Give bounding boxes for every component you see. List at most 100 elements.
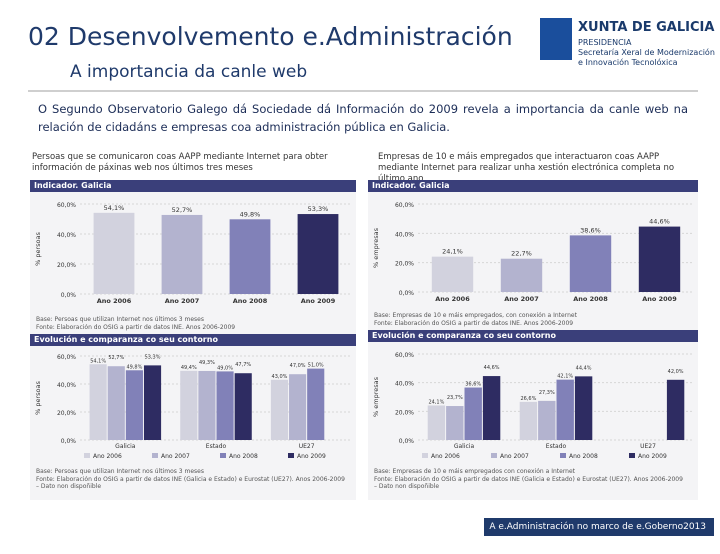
y-tick-label: 60,0% xyxy=(395,352,414,359)
data-label: 23,7% xyxy=(447,395,463,401)
legend-swatch xyxy=(288,453,294,458)
legend-label: Ano 2007 xyxy=(161,453,190,460)
x-tick-label: Ano 2009 xyxy=(301,297,336,305)
data-label: 47,0% xyxy=(290,363,306,369)
left-note-top: Base: Persoas que utilizan Internet nos … xyxy=(36,316,236,331)
header-divider xyxy=(28,90,698,92)
logo-title: XUNTA DE GALICIA xyxy=(578,20,715,35)
data-label: 49,8% xyxy=(126,364,142,370)
legend-swatch xyxy=(422,453,428,458)
x-tick-label: UE27 xyxy=(640,443,656,450)
left-note-bottom: Base: Persoas que utilizan Internet nos … xyxy=(36,468,345,490)
data-label: 27,3% xyxy=(539,390,555,396)
x-tick-label: Ano 2006 xyxy=(97,297,132,305)
y-axis-label: % empresas xyxy=(372,227,380,268)
bar xyxy=(538,400,556,440)
data-label: 42,0% xyxy=(668,369,684,375)
logo-line-3: e Innovación Tecnolóxica xyxy=(578,58,678,67)
bar xyxy=(143,365,162,440)
data-label: 24,1% xyxy=(428,399,444,405)
y-tick-label: 20,0% xyxy=(57,410,76,417)
right-head-comparison: Evolución e comparanza co seu contorno xyxy=(368,330,698,342)
right-comparison-chart: 0,0% 20,0% 40,0% 60,0% % empresas 24,1%23,7% 3… xyxy=(372,352,694,460)
data-label: 44,6% xyxy=(649,218,670,226)
bar xyxy=(107,366,125,440)
y-tick-label: 20,0% xyxy=(395,261,414,268)
x-tick-label: Ano 2008 xyxy=(573,295,608,303)
data-label: 49,8% xyxy=(240,210,261,218)
left-panel: Indicador. Galicia 0,0% 20,0% 40,0% 60,0% % … xyxy=(30,180,356,500)
y-tick-label: 0,0% xyxy=(399,438,415,445)
bar xyxy=(431,256,474,292)
bar xyxy=(482,376,501,440)
legend-swatch xyxy=(152,453,158,458)
bar xyxy=(180,370,198,440)
y-tick-label: 0,0% xyxy=(61,438,77,445)
legend-label: Ano 2009 xyxy=(638,453,667,460)
x-tick-label: Ano 2008 xyxy=(233,297,268,305)
bar xyxy=(464,387,482,440)
data-label: 42,1% xyxy=(557,374,573,380)
x-tick-label: Galicia xyxy=(115,443,136,450)
logo-line-2: Secretaría Xeral de Modernización xyxy=(578,48,715,57)
x-tick-label: Galicia xyxy=(454,443,475,450)
xunta-logo: XUNTA DE GALICIA PRESIDENCIA Secretaría … xyxy=(540,14,718,74)
y-tick-label: 60,0% xyxy=(395,202,414,209)
bar xyxy=(161,214,203,294)
y-axis-label: % persoas xyxy=(34,381,42,415)
bar xyxy=(270,379,289,440)
y-tick-label: 60,0% xyxy=(57,354,76,361)
data-label: 43,0% xyxy=(272,374,288,380)
y-tick-label: 40,0% xyxy=(57,382,76,389)
legend-label: Ano 2007 xyxy=(500,453,529,460)
bar xyxy=(307,368,325,440)
bar xyxy=(198,370,216,440)
x-tick-label: Estado xyxy=(546,443,567,450)
bar xyxy=(216,371,234,440)
bar xyxy=(500,258,543,292)
y-tick-label: 40,0% xyxy=(395,381,414,388)
legend-label: Ano 2006 xyxy=(431,453,460,460)
right-panel: Indicador. Galicia 0,0% 20,0% 40,0% 60,0% % … xyxy=(368,180,698,500)
logo-line-1: PRESIDENCIA xyxy=(578,38,632,47)
data-label: 53,3% xyxy=(308,205,329,213)
coat-of-arms-icon xyxy=(540,18,572,60)
bar xyxy=(574,376,593,440)
right-head-indicator: Indicador. Galicia xyxy=(368,180,698,192)
right-indicator-chart: 0,0% 20,0% 40,0% 60,0% % empresas 24,1% Ano 20… xyxy=(372,202,694,303)
left-head-comparison: Evolución e comparanza co seu contorno xyxy=(30,334,356,346)
bar xyxy=(446,406,464,440)
bar xyxy=(229,219,271,294)
bar xyxy=(89,364,107,440)
bar xyxy=(569,235,612,292)
y-tick-label: 40,0% xyxy=(395,231,414,238)
bar xyxy=(638,226,681,292)
y-tick-label: 20,0% xyxy=(395,409,414,416)
x-tick-label: Ano 2006 xyxy=(435,295,470,303)
bar xyxy=(519,401,538,440)
legend-swatch xyxy=(220,453,226,458)
y-tick-label: 40,0% xyxy=(57,232,76,239)
right-note-bottom: Base: Empresas de 10 e máis empregados c… xyxy=(374,468,683,490)
x-tick-label: Ano 2009 xyxy=(642,295,677,303)
bar xyxy=(289,374,307,440)
y-tick-label: 20,0% xyxy=(57,262,76,269)
data-label: 47,7% xyxy=(235,362,251,368)
legend-swatch xyxy=(629,453,635,458)
bar xyxy=(93,212,135,294)
y-axis-label: % persoas xyxy=(34,232,42,266)
legend-label: Ano 2006 xyxy=(93,453,122,460)
x-tick-label: Ano 2007 xyxy=(504,295,538,303)
data-label: 49,0% xyxy=(217,365,233,371)
data-label: 26,6% xyxy=(520,396,536,402)
data-label: 54,1% xyxy=(90,358,106,364)
bar xyxy=(234,373,252,440)
legend-label: Ano 2009 xyxy=(297,453,326,460)
legend-swatch xyxy=(560,453,566,458)
y-axis-label: % empresas xyxy=(372,376,380,417)
data-label: 49,4% xyxy=(181,365,197,371)
y-tick-label: 60,0% xyxy=(57,202,76,209)
data-label: 24,1% xyxy=(442,248,463,256)
y-tick-label: 0,0% xyxy=(61,292,77,299)
data-label: 52,7% xyxy=(108,355,124,361)
